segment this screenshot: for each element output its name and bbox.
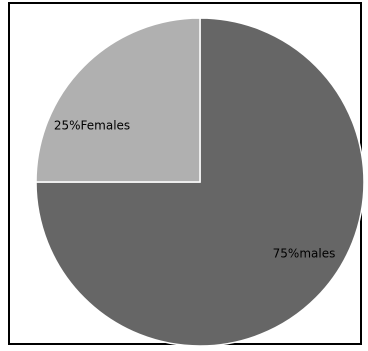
slice-label-males: 75%males <box>273 247 336 261</box>
pie-labels: 75%males 25%Females <box>54 119 336 261</box>
chart-frame: 75%males 25%Females <box>8 2 365 347</box>
pie-slices <box>35 17 365 347</box>
slice-females <box>35 17 201 183</box>
slice-label-females: 25%Females <box>54 119 130 133</box>
slice-males <box>35 17 365 347</box>
